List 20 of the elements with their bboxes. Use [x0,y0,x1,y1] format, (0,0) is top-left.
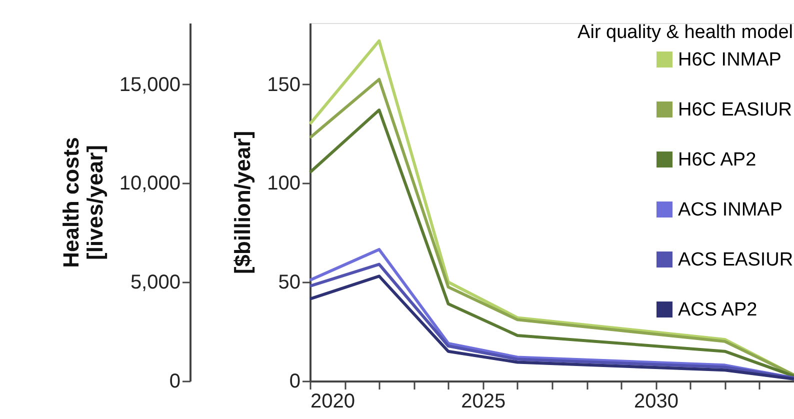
y-tick-label: 0 [289,370,300,392]
x-tick-label: 2025 [461,390,506,412]
legend-label: H6C INMAP [678,50,782,70]
legend-label: ACS EASIUR [678,250,794,270]
y-tick-label: 150 [267,74,300,96]
legend-label: ACS INMAP [678,200,783,220]
y2-tick-label: 15,000 [119,74,180,96]
y2-axis-title: Health costs [lives/year] [58,137,108,268]
y2-tick-label: 0 [169,370,180,392]
y-tick-label: 50 [278,272,300,294]
y-axis-title: [$billion/year] [230,130,256,274]
legend-label: H6C AP2 [678,150,756,170]
x-tick-label: 2020 [310,390,355,412]
legend-label: H6C EASIUR [678,100,792,120]
x-tick-label: 2030 [634,390,678,412]
y2-tick-label: 5,000 [130,272,180,294]
y-tick-label: 100 [267,172,300,195]
legend-label: ACS AP2 [678,300,758,320]
y2-tick-label: 10,000 [119,172,180,195]
legend-title: Air quality & health model [578,22,793,43]
